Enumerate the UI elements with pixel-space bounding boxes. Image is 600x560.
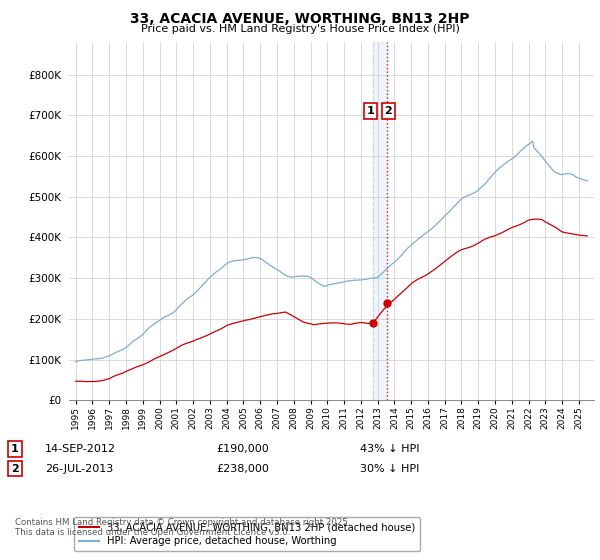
Text: 33, ACACIA AVENUE, WORTHING, BN13 2HP: 33, ACACIA AVENUE, WORTHING, BN13 2HP <box>130 12 470 26</box>
Text: 2: 2 <box>11 464 19 474</box>
Text: 14-SEP-2012: 14-SEP-2012 <box>45 444 116 454</box>
Text: 1: 1 <box>11 444 19 454</box>
Legend: 33, ACACIA AVENUE, WORTHING, BN13 2HP (detached house), HPI: Average price, deta: 33, ACACIA AVENUE, WORTHING, BN13 2HP (d… <box>74 517 420 551</box>
Text: 2: 2 <box>385 106 392 116</box>
Text: 30% ↓ HPI: 30% ↓ HPI <box>360 464 419 474</box>
Text: 43% ↓ HPI: 43% ↓ HPI <box>360 444 419 454</box>
Text: 26-JUL-2013: 26-JUL-2013 <box>45 464 113 474</box>
Text: 1: 1 <box>367 106 374 116</box>
Text: £190,000: £190,000 <box>216 444 269 454</box>
Text: £238,000: £238,000 <box>216 464 269 474</box>
Text: Price paid vs. HM Land Registry's House Price Index (HPI): Price paid vs. HM Land Registry's House … <box>140 24 460 34</box>
Text: Contains HM Land Registry data © Crown copyright and database right 2025.
This d: Contains HM Land Registry data © Crown c… <box>15 518 350 538</box>
Bar <box>373 42 387 400</box>
